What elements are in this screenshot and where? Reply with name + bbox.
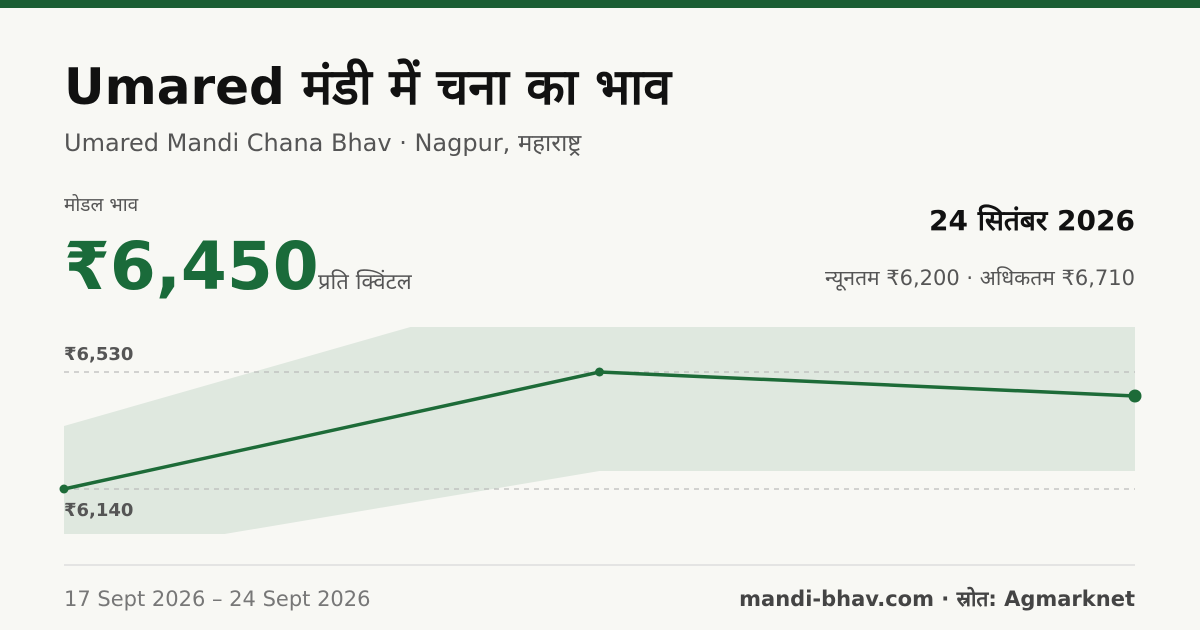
price-point bbox=[1128, 389, 1142, 403]
top-bar bbox=[0, 0, 1200, 8]
chart: ₹6,530 ₹6,140 bbox=[59, 327, 1142, 534]
price-label: मोडल भाव bbox=[64, 193, 139, 216]
price-unit: प्रति क्विंटल bbox=[318, 269, 413, 295]
price-date: 24 सितंबर 2026 bbox=[929, 204, 1135, 237]
price-value: ₹6,450 bbox=[64, 228, 319, 305]
footer-source: mandi-bhav.com · स्रोत: Agmarknet bbox=[739, 586, 1135, 611]
y-tick-label: ₹6,530 bbox=[64, 344, 133, 365]
price-point bbox=[59, 484, 69, 494]
price-range: न्यूनतम ₹6,200 · अधिकतम ₹6,710 bbox=[825, 266, 1135, 291]
y-tick-label: ₹6,140 bbox=[64, 500, 133, 521]
title: Umared मंडी में चना का भाव bbox=[64, 58, 673, 116]
price-point bbox=[595, 367, 604, 377]
range-band bbox=[64, 327, 1135, 534]
footer-dates: 17 Sept 2026 – 24 Sept 2026 bbox=[64, 587, 371, 611]
subtitle: Umared Mandi Chana Bhav · Nagpur, महाराष… bbox=[64, 129, 582, 157]
